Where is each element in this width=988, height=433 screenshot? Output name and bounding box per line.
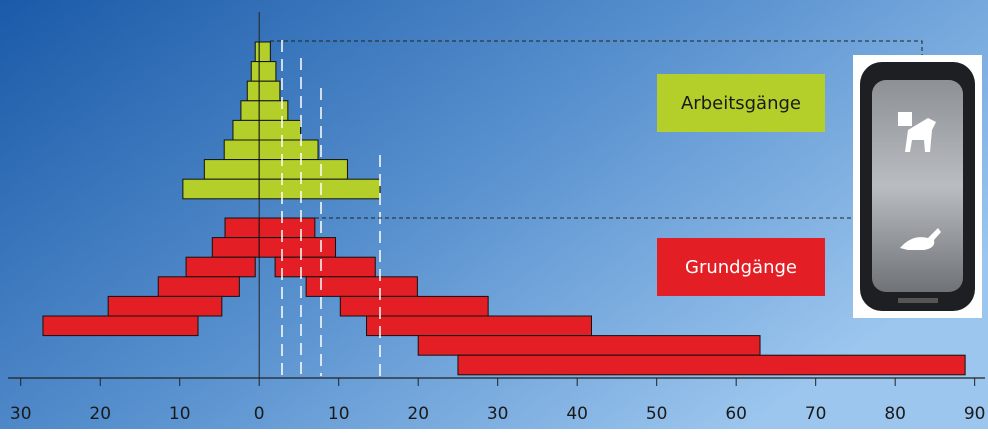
range-bar xyxy=(258,217,316,239)
x-tick-label: 20 xyxy=(407,404,429,424)
x-tick-label: 70 xyxy=(805,404,827,424)
x-tick-label: 60 xyxy=(725,404,747,424)
range-bar xyxy=(305,276,418,297)
range-bar xyxy=(258,100,289,121)
range-bar xyxy=(107,295,223,317)
range-bar xyxy=(258,139,319,161)
x-tick-label: 20 xyxy=(89,404,111,424)
range-bar xyxy=(246,80,260,102)
legend-label: Grundgänge xyxy=(685,257,797,278)
range-bar xyxy=(42,315,199,337)
range-bar xyxy=(185,256,256,278)
range-bar xyxy=(457,354,966,376)
x-tick-label: 40 xyxy=(566,404,588,424)
legend: Arbeitsgänge Grundgänge xyxy=(657,74,825,296)
range-bar xyxy=(258,41,271,63)
range-bar xyxy=(258,119,302,141)
x-tick-label: 10 xyxy=(328,404,350,424)
range-bar xyxy=(254,41,260,63)
range-bar xyxy=(232,119,260,141)
range-bar xyxy=(203,159,260,180)
range-bar xyxy=(240,100,260,121)
range-bar xyxy=(417,335,761,356)
legend-swatch xyxy=(657,238,825,296)
range-bar xyxy=(224,217,260,239)
legend-label: Arbeitsgänge xyxy=(681,93,801,114)
x-tick-label: 90 xyxy=(964,404,986,424)
range-bar xyxy=(250,61,260,82)
x-tick-label: 80 xyxy=(884,404,906,424)
range-bar xyxy=(258,80,281,102)
range-bar xyxy=(366,315,592,337)
range-bar xyxy=(339,295,489,317)
plot-area: 30 20 10 0 10 20 30 40 50 60 70 80 90 xyxy=(8,12,985,424)
range-bar xyxy=(274,256,376,278)
range-bar xyxy=(258,178,381,200)
range-bar xyxy=(223,139,260,161)
x-tick-label: 50 xyxy=(646,404,668,424)
range-bar xyxy=(258,237,337,258)
x-tick-label: 30 xyxy=(487,404,509,424)
x-tick-label: 30 xyxy=(10,404,32,424)
range-bar xyxy=(211,237,260,258)
connector-lines xyxy=(270,40,923,219)
switch-image xyxy=(853,55,982,318)
range-bar xyxy=(258,61,277,82)
x-tick-label: 0 xyxy=(254,404,265,424)
range-bar xyxy=(182,178,260,200)
range-bar xyxy=(258,159,348,180)
x-tick-label: 10 xyxy=(169,404,191,424)
reference-lines xyxy=(281,40,381,376)
legend-swatch xyxy=(657,74,825,132)
range-bar xyxy=(157,276,240,297)
